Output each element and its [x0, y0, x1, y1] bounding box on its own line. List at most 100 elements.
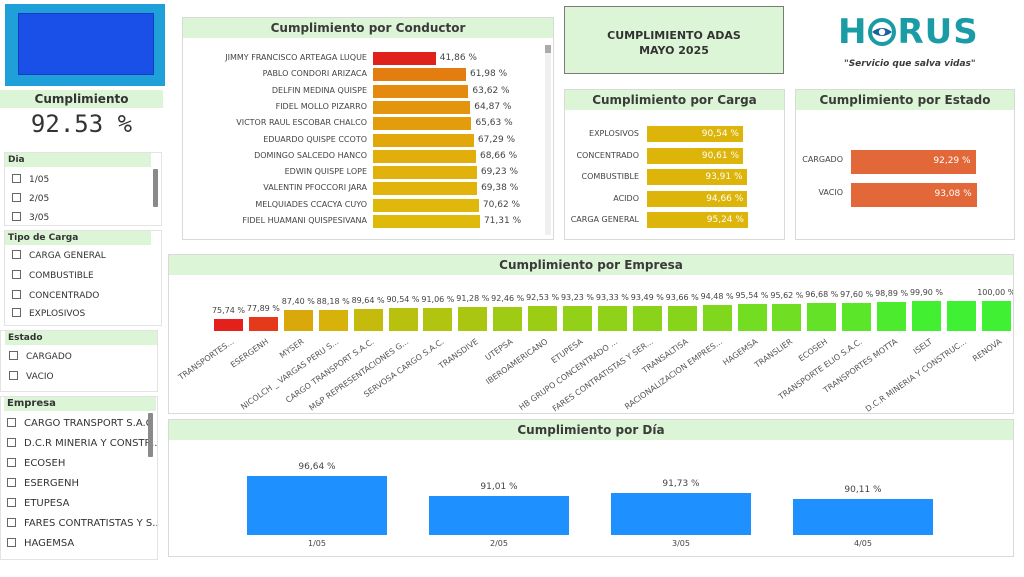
conductor-name: VALENTIN PFOCCORI JARA	[263, 183, 367, 193]
empresa-name: ECOSEH	[796, 337, 829, 364]
estado-name: CARGADO	[802, 155, 843, 164]
dia-chart: Cumplimiento por Día 96,64 % 1/05 91,01 % 2…	[168, 419, 1014, 557]
checkbox[interactable]	[12, 174, 21, 183]
logo-eye-icon	[867, 15, 897, 46]
checkbox[interactable]	[7, 537, 16, 547]
checkbox[interactable]	[7, 477, 16, 487]
empresa-value: 94,48 %	[700, 292, 734, 302]
slicer-empresa-item[interactable]: ETUPESA	[7, 497, 69, 511]
empresa-bar	[981, 301, 1011, 331]
checkbox[interactable]	[12, 193, 21, 202]
empresa-bar	[458, 307, 488, 331]
checkbox[interactable]	[7, 437, 16, 447]
conductor-bar	[373, 182, 478, 196]
header-box: CUMPLIMIENTO ADAS MAYO 2025	[564, 6, 784, 74]
empresa-value: 89,64 %	[351, 295, 385, 305]
empresa-value: 92,46 %	[491, 293, 525, 303]
kpi-label: Cumplimiento	[0, 90, 163, 108]
empresa-name: ISELT	[911, 337, 934, 357]
checkbox[interactable]	[12, 270, 21, 279]
carga-bar	[647, 190, 748, 207]
empresa-bar	[912, 301, 941, 331]
empresa-value: 93,49 %	[630, 292, 664, 302]
checkbox[interactable]	[7, 517, 16, 527]
conductor-name: MELQUIADES CCACYA CUYO	[255, 199, 367, 209]
dia-category: 1/05	[308, 539, 326, 548]
slicer-empresa-item[interactable]: D.C.R MINERIA Y CONSTR...	[7, 437, 157, 451]
slicer-dia-item[interactable]: 3/05	[12, 211, 49, 225]
slicer-estado-item[interactable]: CARGADO	[9, 350, 72, 364]
empresa-value: 75,74 %	[211, 305, 246, 315]
checkbox[interactable]	[9, 371, 18, 380]
empresa-value: 99,90 %	[909, 288, 944, 298]
conductor-value: 69,23 %	[480, 167, 519, 178]
conductor-value: 65,63 %	[475, 118, 513, 129]
slicer-dia-title: Dia	[5, 153, 151, 167]
conductor-value: 71,31 %	[483, 216, 522, 226]
dia-bar	[611, 493, 751, 535]
checkbox[interactable]	[12, 290, 21, 299]
kpi-card: Cumplimiento 92.53 %	[0, 90, 163, 145]
empresa-bar	[563, 305, 592, 331]
conductor-value: 64,87 %	[474, 101, 512, 112]
slicer-dia-scrollbar[interactable]	[153, 169, 158, 207]
conductor-name: JIMMY FRANCISCO ARTEAGA LUQUE	[225, 53, 367, 62]
slicer-dia-item[interactable]: 2/05	[12, 192, 49, 206]
checkbox[interactable]	[12, 212, 21, 221]
checkbox[interactable]	[9, 351, 18, 360]
slicer-tipo-carga-item[interactable]: COMBUSTIBLE	[12, 269, 94, 283]
empresa-bar	[528, 306, 558, 331]
estado-bar	[851, 150, 976, 174]
empresa-bar	[353, 308, 383, 331]
empresa-value: 95,54 %	[735, 291, 769, 301]
slicer-empresa-item[interactable]: HAGEMSA	[7, 537, 74, 551]
slicer-empresa-scrollbar[interactable]	[148, 413, 153, 457]
conductor-bar	[373, 149, 476, 163]
estado-chart-title: Cumplimiento por Estado	[796, 90, 1014, 110]
empresa-name: TRANSPORTES...	[176, 337, 236, 382]
empresa-value: 87,40 %	[281, 297, 315, 307]
estado-name: VACIO	[818, 188, 843, 197]
blue-tile-inner	[18, 13, 154, 75]
carga-name: CONCENTRADO	[576, 150, 639, 160]
empresa-name: TRANSLIER	[752, 337, 795, 370]
estado-bar	[851, 183, 977, 207]
empresa-value: 96,68 %	[805, 290, 839, 300]
conductor-value: 67,29 %	[477, 134, 516, 145]
empresa-name: MYSER	[277, 337, 306, 361]
carga-value: 93,91 %	[705, 172, 743, 182]
slicer-estado-item[interactable]: VACIO	[9, 370, 54, 384]
empresa-value: 98,89 %	[875, 288, 909, 298]
slicer-tipo-carga-item[interactable]: EXPLOSIVOS	[12, 307, 85, 321]
conductor-scrollbar[interactable]	[545, 45, 551, 235]
checkbox[interactable]	[7, 497, 16, 507]
empresa-name: IBEROAMERICANO	[484, 337, 550, 387]
slicer-tipo-carga-item[interactable]: CARGA GENERAL	[12, 249, 106, 263]
slicer-empresa-item[interactable]: ESERGENH	[7, 477, 79, 491]
slicer-empresa-item[interactable]: FARES CONTRATISTAS Y S...	[7, 517, 157, 531]
empresa-value: 100,00 %	[977, 288, 1014, 297]
conductor-scroll-thumb[interactable]	[545, 45, 551, 53]
slicer-tipo-carga-item[interactable]: CONCENTRADO	[12, 289, 99, 303]
slicer-empresa-item[interactable]: CARGO TRANSPORT S.A.C	[7, 417, 153, 431]
conductor-bar	[373, 117, 472, 131]
carga-value: 95,24 %	[706, 215, 744, 225]
checkbox[interactable]	[7, 417, 16, 427]
dia-category: 4/05	[854, 539, 872, 548]
estado-chart: Cumplimiento por Estado CARGADO 92,29 % VA…	[795, 89, 1015, 240]
slicer-empresa-item[interactable]: ECOSEH	[7, 457, 65, 471]
empresa-name: ESERGENH	[229, 337, 271, 370]
empresa-bar	[737, 304, 767, 331]
conductor-name: EDWIN QUISPE LOPE	[284, 167, 367, 177]
slicer-dia-item[interactable]: 1/05	[12, 173, 49, 187]
carga-value: 94,66 %	[706, 193, 744, 204]
checkbox[interactable]	[12, 308, 21, 317]
conductor-chart: Cumplimiento por Conductor JIMMY FRANCIS…	[182, 17, 554, 240]
conductor-name: FIDEL MOLLO PIZARRO	[275, 101, 367, 111]
checkbox[interactable]	[7, 457, 16, 467]
empresa-value: 95,62 %	[770, 291, 804, 301]
checkbox[interactable]	[12, 250, 21, 259]
conductor-bar	[373, 198, 479, 212]
conductor-name: DOMINGO SALCEDO HANCO	[254, 150, 367, 160]
empresa-bar	[493, 306, 523, 331]
